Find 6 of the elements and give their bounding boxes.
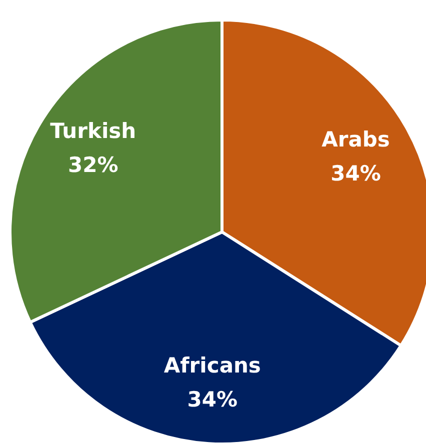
data-label: 34% — [330, 161, 381, 186]
slice-label: Arabs — [322, 127, 390, 152]
data-label: 32% — [68, 153, 118, 178]
slice-label: Africans — [164, 353, 261, 378]
slice-label: Turkish — [50, 119, 136, 144]
data-label: 34% — [187, 387, 238, 412]
